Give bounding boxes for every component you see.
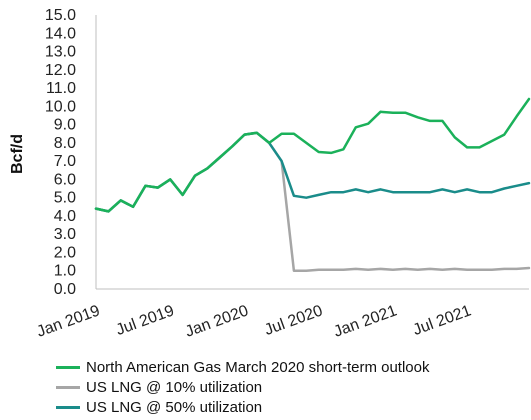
- x-tick-label: Jan 2021: [332, 302, 400, 341]
- y-axis-label: Bcf/d: [9, 134, 26, 174]
- y-tick-label: 2.0: [54, 244, 76, 261]
- y-tick-label: 15.0: [45, 7, 76, 24]
- x-tick-label: Jul 2021: [411, 302, 474, 339]
- y-tick-label: 0.0: [54, 281, 76, 298]
- x-tick-label: Jul 2020: [262, 302, 325, 339]
- y-tick-label: 11.0: [46, 80, 76, 97]
- y-tick-label: 9.0: [54, 117, 76, 134]
- y-tick-label: 1.0: [54, 263, 76, 280]
- y-tick-label: 6.0: [54, 171, 76, 188]
- series-lines: [94, 97, 531, 272]
- x-tick-label: Jan 2020: [183, 302, 251, 341]
- y-tick-label: 8.0: [54, 135, 76, 152]
- y-tick-label: 12.0: [45, 62, 76, 79]
- y-tick-label: 5.0: [54, 190, 76, 207]
- legend-label: US LNG @ 10% utilization: [86, 378, 263, 396]
- series-line-outlook: [94, 97, 531, 213]
- y-axis: 0.01.0 2.03.04.05.0 6.07.08.09.0 10.011.012…: [45, 7, 97, 298]
- y-tick-label: 4.0: [54, 208, 76, 225]
- series-line-lng-10: [94, 131, 531, 272]
- legend-label: US LNG @ 50% utilization: [86, 398, 263, 416]
- legend-swatch: [56, 365, 80, 369]
- y-tick-label: 10.0: [45, 98, 76, 115]
- legend-item-lng-10: US LNG @ 10% utilization: [56, 377, 429, 397]
- x-axis: Jan 2019 Jul 2019 Jan 2020 Jul 2020 Jan 2021…: [35, 288, 529, 341]
- legend-item-outlook: North American Gas March 2020 short-term…: [56, 357, 429, 377]
- x-tick-label: Jul 2019: [114, 302, 177, 339]
- x-tick-label: Jan 2019: [35, 302, 103, 341]
- legend-swatch: [56, 405, 80, 409]
- y-tick-label: 14.0: [45, 25, 76, 42]
- y-tick-label: 13.0: [45, 44, 76, 61]
- y-tick-label: 7.0: [54, 153, 76, 170]
- legend: North American Gas March 2020 short-term…: [56, 357, 429, 417]
- legend-label: North American Gas March 2020 short-term…: [86, 358, 430, 376]
- line-chart: 0.01.0 2.03.04.05.0 6.07.08.09.0 10.011.012…: [9, 7, 531, 341]
- legend-swatch: [56, 385, 80, 389]
- legend-item-lng-50: US LNG @ 50% utilization: [56, 397, 429, 417]
- y-tick-label: 3.0: [54, 226, 76, 243]
